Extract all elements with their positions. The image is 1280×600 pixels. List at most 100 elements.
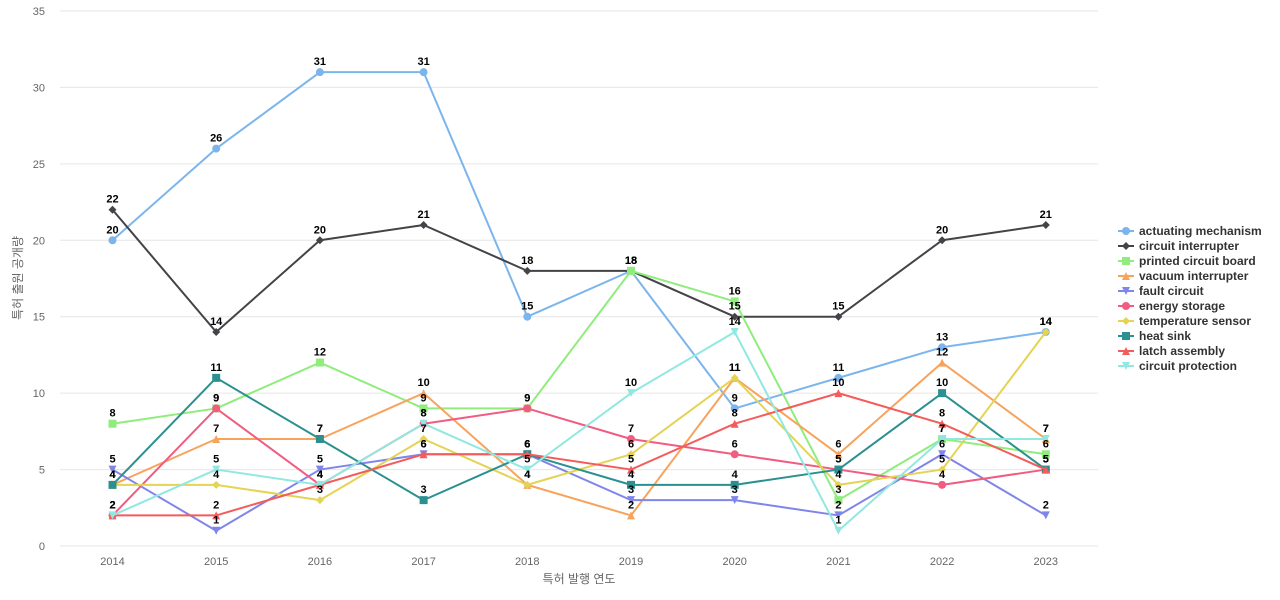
data-point <box>938 419 947 428</box>
data-label: 5 <box>628 454 634 466</box>
data-label: 7 <box>317 423 323 435</box>
data-point <box>315 480 324 489</box>
data-label: 8 <box>421 408 427 420</box>
data-label: 4 <box>213 469 220 481</box>
legend-label: latch assembly <box>1139 344 1225 358</box>
data-point <box>108 205 117 214</box>
data-label: 2 <box>109 499 115 511</box>
data-point <box>627 480 635 489</box>
data-label: 2 <box>1043 499 1049 511</box>
data-label: 4 <box>732 469 739 481</box>
data-label: 9 <box>421 392 427 404</box>
data-point <box>315 358 324 367</box>
data-point <box>108 236 117 245</box>
series-line <box>111 453 1047 532</box>
y-tick-label: 25 <box>33 159 45 171</box>
data-label: 9 <box>732 392 738 404</box>
data-label: 7 <box>939 423 945 435</box>
data-label: 11 <box>729 362 741 374</box>
data-label: 2 <box>109 499 115 511</box>
data-label: 4 <box>628 469 635 481</box>
data-label: 21 <box>417 209 429 221</box>
data-label: 20 <box>106 224 118 236</box>
x-tick-label: 2014 <box>100 556 124 568</box>
data-label: 4 <box>524 469 531 481</box>
data-point <box>834 373 843 382</box>
data-point <box>419 496 428 505</box>
data-label: 7 <box>1043 423 1049 435</box>
data-label: 5 <box>1043 454 1049 466</box>
series-line <box>111 376 1047 502</box>
data-point <box>523 266 532 275</box>
y-axis-ticks: 0 5 10 15 20 25 30 35 <box>33 6 45 553</box>
data-label: 5 <box>213 454 219 466</box>
x-tick-label: 2023 <box>1034 556 1058 568</box>
data-point <box>523 480 532 489</box>
data-label: 8 <box>732 408 738 420</box>
data-label: 7 <box>317 423 323 435</box>
data-label: 4 <box>317 469 324 481</box>
data-label: 14 <box>210 316 223 328</box>
data-point <box>315 236 324 245</box>
data-point <box>730 328 739 336</box>
series-lines <box>108 68 1050 535</box>
legend-item: latch assembly <box>1118 344 1225 358</box>
data-point <box>523 450 532 459</box>
data-point <box>315 68 324 77</box>
legend-item: circuit protection <box>1118 359 1237 373</box>
data-point <box>419 435 428 443</box>
data-point <box>419 389 428 398</box>
data-label: 18 <box>625 255 637 267</box>
data-label: 3 <box>628 484 634 496</box>
data-point <box>627 511 635 520</box>
data-label: 9 <box>524 392 530 404</box>
legend-item: energy storage <box>1118 299 1225 313</box>
series-circuit-protection <box>108 328 1050 535</box>
data-point <box>212 404 221 413</box>
data-label: 6 <box>421 438 427 450</box>
y-tick-label: 10 <box>33 388 45 400</box>
data-label: 14 <box>729 316 742 328</box>
data-point <box>1041 511 1050 520</box>
data-label: 10 <box>625 377 637 389</box>
legend-marker <box>1122 317 1130 325</box>
legend-item: printed circuit board <box>1118 254 1256 268</box>
data-point <box>212 526 221 535</box>
data-point <box>834 480 843 489</box>
data-label: 26 <box>210 133 222 145</box>
series-vacuum-interrupter <box>108 358 1050 520</box>
data-point <box>938 480 947 489</box>
legend-marker <box>1122 242 1130 250</box>
data-label: 8 <box>421 408 427 420</box>
series-line <box>111 71 1046 410</box>
x-axis-ticks: 2014 2015 2016 2017 2018 2019 2020 2021 2022 2023 <box>100 556 1058 568</box>
data-label: 4 <box>109 469 116 481</box>
data-label: 11 <box>833 362 845 374</box>
data-point <box>419 450 428 459</box>
data-point <box>730 480 739 489</box>
data-label: 5 <box>939 454 945 466</box>
data-label: 6 <box>732 438 738 450</box>
data-point <box>1041 450 1050 459</box>
data-label: 4 <box>109 469 116 481</box>
data-label: 20 <box>936 224 948 236</box>
data-point <box>315 496 324 505</box>
data-point <box>834 511 843 520</box>
data-point <box>212 511 221 520</box>
data-label: 3 <box>732 484 738 496</box>
data-point <box>212 465 221 474</box>
legend-marker <box>1122 332 1130 340</box>
legend-marker <box>1122 347 1130 355</box>
data-point <box>212 328 221 336</box>
data-label: 12 <box>936 347 948 359</box>
data-label: 1 <box>213 515 219 527</box>
data-point <box>108 480 117 489</box>
legend-label: circuit protection <box>1139 359 1237 373</box>
data-point <box>938 389 947 398</box>
data-point <box>730 404 739 413</box>
data-label: 2 <box>213 499 219 511</box>
data-label: 31 <box>314 56 326 68</box>
data-label: 16 <box>729 285 741 297</box>
data-label: 20 <box>314 224 326 236</box>
x-tick-label: 2015 <box>204 556 228 568</box>
